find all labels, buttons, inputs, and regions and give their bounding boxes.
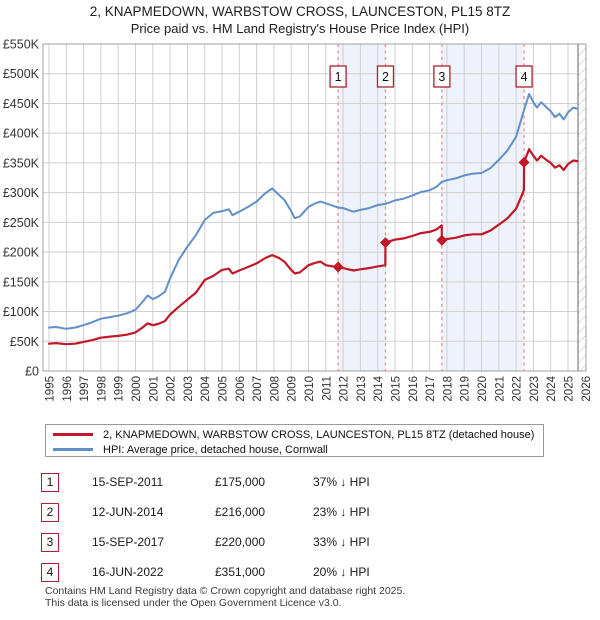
x-tick-label: 2009 <box>287 376 299 402</box>
legend-item-property-label: 2, KNAPMEDOWN, WARBSTOW CROSS, LAUNCESTO… <box>103 428 535 441</box>
x-tick-label: 2026 <box>581 376 593 402</box>
sale-number-box-label: 4 <box>521 70 528 84</box>
x-tick-label: 1995 <box>45 376 57 402</box>
sale-number-box-label: 2 <box>382 70 389 84</box>
sale-number-badge: 3 <box>41 533 59 552</box>
x-tick-label: 1999 <box>114 376 126 402</box>
sale-marker-1 <box>332 261 344 273</box>
y-tick-label: £500K <box>3 67 40 81</box>
x-tick-label: 2018 <box>442 376 454 402</box>
sale-number-box-4 <box>515 65 533 88</box>
x-tick-label: 2021 <box>494 376 506 402</box>
sale-number-box-label: 3 <box>438 70 445 84</box>
footer-line-1: Contains HM Land Registry data © Crown c… <box>45 585 406 597</box>
x-tick-label: 2023 <box>529 376 541 402</box>
hpi-line <box>48 92 579 330</box>
y-tick-label: £200K <box>3 246 40 260</box>
sale-vs-hpi: 23% ↓ HPI <box>313 505 370 519</box>
x-tick-label: 2024 <box>546 375 558 401</box>
price-history-chart: 1 2 3 4 £0 £50K £100K £150K £200K £250K £300K £350K… <box>3 38 593 402</box>
sale-price: £216,000 <box>215 505 266 519</box>
sale-price: £220,000 <box>215 535 266 549</box>
sale-marker-4 <box>518 156 530 168</box>
sale-row-2: 2 12-JUN-2014 £216,000 23% ↓ HPI <box>41 503 561 523</box>
sale-price: £175,000 <box>215 475 266 489</box>
sale-number-badge: 2 <box>41 503 59 522</box>
x-tick-label: 2003 <box>183 376 195 402</box>
sale-vs-hpi: 20% ↓ HPI <box>313 565 370 579</box>
sale-date: 12-JUN-2014 <box>92 505 164 519</box>
x-tick-label: 2008 <box>269 376 281 402</box>
sale-row-4: 4 16-JUN-2022 £351,000 20% ↓ HPI <box>41 563 561 583</box>
sale-row-3: 3 15-SEP-2017 £220,000 33% ↓ HPI <box>41 533 561 553</box>
sale-vs-hpi: 33% ↓ HPI <box>313 535 370 549</box>
page-title: 2, KNAPMEDOWN, WARBSTOW CROSS, LAUNCESTO… <box>89 4 511 19</box>
ownership-period-band <box>338 44 386 371</box>
x-tick-label: 2014 <box>373 375 385 401</box>
x-tick-label: 2002 <box>166 376 178 402</box>
x-tick-label: 2011 <box>321 376 333 401</box>
sale-marker-2 <box>379 237 391 249</box>
x-tick-label: 2015 <box>391 376 403 402</box>
y-tick-label: £50K <box>10 335 40 349</box>
y-tick-label: £0 <box>25 365 39 379</box>
y-tick-label: £300K <box>3 186 40 200</box>
sale-date: 16-JUN-2022 <box>92 565 164 579</box>
sale-number-box-label: 1 <box>335 70 342 84</box>
sale-number-box-1 <box>329 65 347 88</box>
x-tick-label: 2001 <box>148 376 160 402</box>
sale-number-badge: 1 <box>41 473 59 492</box>
x-tick-label: 2017 <box>425 376 437 402</box>
plot-border <box>42 43 587 372</box>
y-tick-label: £150K <box>3 275 40 289</box>
page-subtitle: Price paid vs. HM Land Registry's House … <box>130 21 470 36</box>
legend-item-hpi: HPI: Average price, detached house, Corn… <box>46 442 543 457</box>
y-tick-label: £450K <box>3 97 40 111</box>
x-tick-label: 1996 <box>62 376 74 402</box>
hpi-line-swatch <box>53 448 93 451</box>
y-tick-label: £100K <box>3 305 40 319</box>
legend-item-hpi-label: HPI: Average price, detached house, Corn… <box>103 443 328 456</box>
x-tick-label: 2000 <box>131 376 143 402</box>
x-tick-label: 2010 <box>304 376 316 402</box>
x-tick-label: 2007 <box>252 376 264 402</box>
ownership-period-band <box>441 44 525 371</box>
x-tick-label: 2012 <box>339 376 351 402</box>
x-tick-label: 2006 <box>235 376 247 402</box>
sale-vs-hpi: 37% ↓ HPI <box>313 475 370 489</box>
y-tick-label: £250K <box>3 216 40 230</box>
x-tick-label: 2005 <box>218 376 230 402</box>
y-tick-label: £400K <box>3 127 40 141</box>
sale-number-box-3 <box>433 65 451 88</box>
chart-legend: 2, KNAPMEDOWN, WARBSTOW CROSS, LAUNCESTO… <box>45 424 544 457</box>
footer: Contains HM Land Registry data © Crown c… <box>45 585 406 609</box>
legend-item-property: 2, KNAPMEDOWN, WARBSTOW CROSS, LAUNCESTO… <box>46 427 543 442</box>
x-tick-label: 2004 <box>200 375 212 401</box>
sale-date: 15-SEP-2017 <box>92 535 165 549</box>
x-tick-label: 2016 <box>408 376 420 402</box>
sale-number-badge: 4 <box>41 563 59 582</box>
x-tick-label: 2025 <box>564 376 576 402</box>
y-tick-label: £350K <box>3 156 40 170</box>
future-hatch-lines <box>578 44 586 371</box>
x-tick-label: 1998 <box>96 376 108 402</box>
x-tick-label: 2019 <box>460 376 472 402</box>
x-tick-label: 2022 <box>512 376 524 402</box>
sale-date: 15-SEP-2011 <box>92 475 164 489</box>
x-tick-label: 2013 <box>356 376 368 402</box>
sale-number-box-2 <box>376 65 395 88</box>
footer-line-2: This data is licensed under the Open Gov… <box>45 596 342 609</box>
x-tick-label: 1997 <box>79 376 91 402</box>
sale-marker-3 <box>436 234 448 246</box>
property-line-swatch <box>53 433 93 436</box>
sale-row-1: 1 15-SEP-2011 £175,000 37% ↓ HPI <box>41 473 561 493</box>
y-tick-label: £550K <box>3 38 40 52</box>
x-tick-label: 2020 <box>477 376 489 402</box>
sale-price: £351,000 <box>215 565 266 579</box>
